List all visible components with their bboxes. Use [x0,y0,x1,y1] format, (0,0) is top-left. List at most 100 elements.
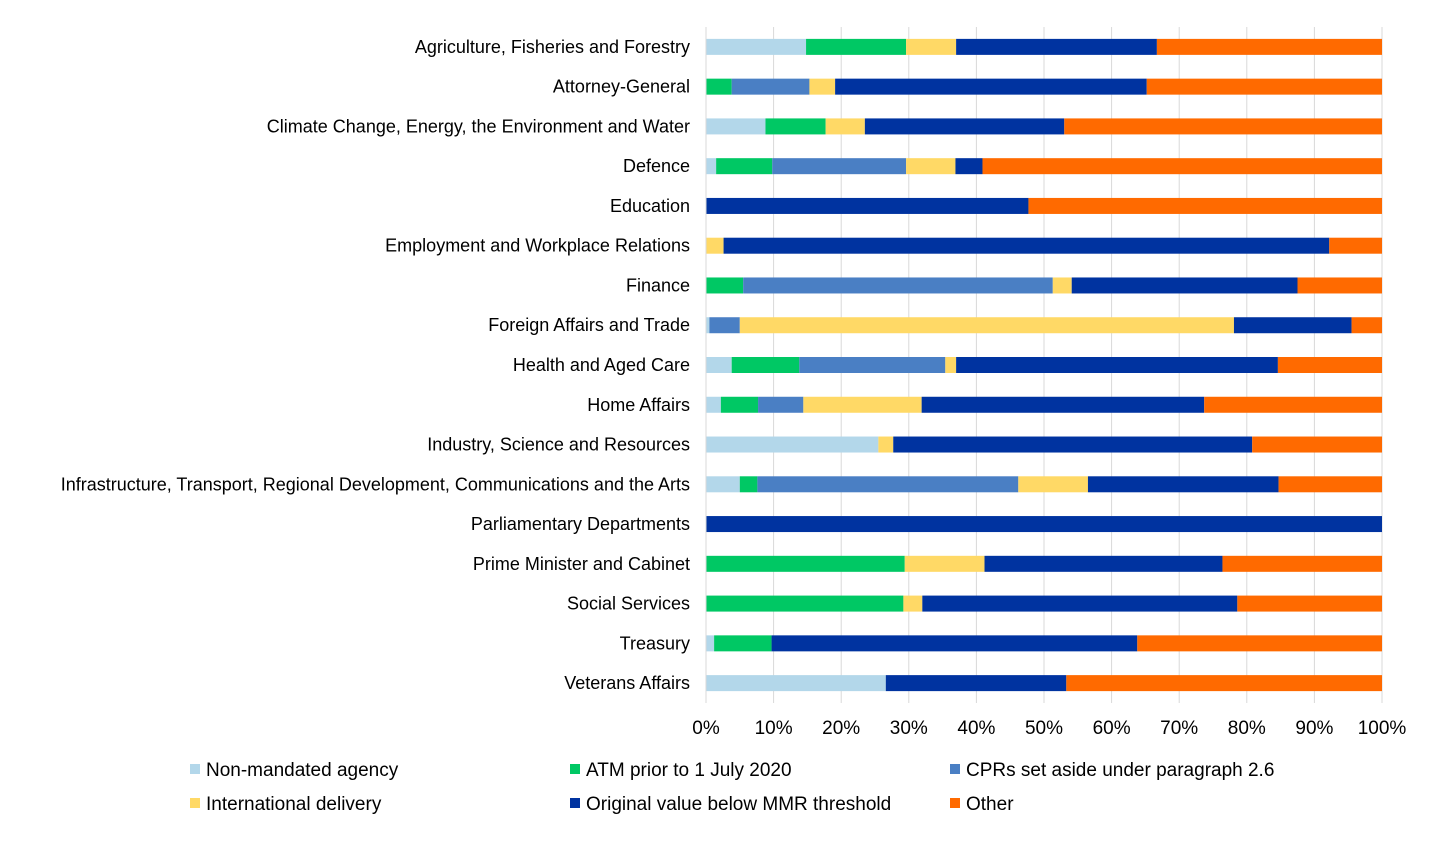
x-tick-label: 30% [890,718,928,739]
bar-segment [799,357,946,373]
category-label: Treasury [620,633,690,653]
bar-segment [1052,277,1072,294]
bar-segment [720,396,759,413]
bar-segment [906,158,956,175]
bar-segment [803,396,922,413]
category-label: Agriculture, Fisheries and Forestry [415,37,690,57]
bar-segment [765,118,826,135]
category-label: Veterans Affairs [564,673,690,693]
bar-segment [731,357,800,373]
category-label: Prime Minister and Cabinet [473,554,690,574]
bar-segment [706,78,732,95]
bar-segment [835,78,1147,95]
bar-segment [903,595,923,612]
bar-segment [809,78,836,95]
x-tick-label: 80% [1228,718,1266,739]
bar-segment [706,38,807,55]
bar-segment [706,237,724,254]
x-tick-label: 60% [1093,718,1131,739]
legend-swatch [950,798,960,808]
bar-segment [706,595,904,612]
legend-swatch [190,764,200,774]
category-label: Education [610,196,690,216]
bar-segment [1064,118,1382,135]
bar-segment [1277,357,1382,373]
legend-label: CPRs set aside under paragraph 2.6 [966,760,1274,781]
bar-segment [706,357,732,373]
x-tick-label: 20% [822,718,860,739]
category-label: Social Services [567,594,690,614]
bar-segment [825,118,865,135]
bar-segment [739,476,758,493]
bar-segment [714,635,772,652]
x-tick-label: 10% [755,718,793,739]
x-tick-label: 100% [1358,718,1407,739]
bar-segment [1066,675,1382,692]
x-tick-label: 40% [957,718,995,739]
category-label: Home Affairs [587,395,690,415]
bar-segment [706,516,1382,533]
bar-segment [878,436,894,453]
legend-swatch [570,764,580,774]
category-labels: Agriculture, Fisheries and Forestry Attor… [61,37,690,693]
legend-swatch [190,798,200,808]
x-tick-label: 70% [1160,718,1198,739]
bar-segment [706,158,717,175]
bar-segment [706,675,886,692]
bar-segment [982,158,1382,175]
category-label: Industry, Science and Resources [427,435,690,455]
bar-segment [1137,635,1382,652]
bar-segment [1233,317,1352,334]
bar-segment [904,555,985,572]
category-label: Foreign Affairs and Trade [488,315,690,335]
x-tick-labels: 0% 10% 20% 30% 40% 50% 60% 70% 80% 90% 100% [692,718,1406,739]
x-tick-label: 90% [1295,718,1333,739]
bar-segment [706,277,744,294]
bar-segment [743,277,1053,294]
bar-segment [1252,436,1382,453]
bar-segment [1351,317,1382,334]
bar-segment [757,476,1019,493]
bar-segment [956,38,1157,55]
bar-segment [706,436,879,453]
legend-label: Original value below MMR threshold [586,794,891,815]
bar-segment [706,635,715,652]
category-label: Attorney-General [553,77,690,97]
bar-segment [1146,78,1382,95]
category-label: Parliamentary Departments [471,514,690,534]
bar-segment [706,555,905,572]
category-label: Infrastructure, Transport, Regional Deve… [61,474,690,494]
x-tick-label: 50% [1025,718,1063,739]
bar-segment [864,118,1065,135]
legend-swatch [950,764,960,774]
bar-segment [956,357,1278,373]
bar-segment [706,317,710,334]
legend: Non-mandated agency ATM prior to 1 July 2… [190,760,1274,815]
legend-label: ATM prior to 1 July 2020 [586,760,792,781]
bar-segment [1018,476,1088,493]
bar-segment [893,436,1253,453]
category-label: Employment and Workplace Relations [385,236,690,256]
bar-segment [921,396,1205,413]
bar-segment [723,237,1330,254]
bar-segment [1297,277,1382,294]
bar-segment [709,317,740,334]
bar-segment [1204,396,1382,413]
bar-segment [706,118,766,135]
category-label: Health and Aged Care [513,355,690,375]
bar-segment [1071,277,1298,294]
legend-label: Non-mandated agency [206,760,399,781]
bar-segment [716,158,773,175]
bar-segment [758,396,804,413]
bar-segment [706,197,1029,214]
bar-segment [806,38,907,55]
bars [706,38,1382,692]
bar-segment [739,317,1234,334]
bar-segment [772,158,907,175]
legend-swatch [570,798,580,808]
category-label: Defence [623,156,690,176]
legend-label: International delivery [206,794,382,815]
bar-segment [906,38,957,55]
category-label: Climate Change, Energy, the Environment … [267,116,690,136]
bar-segment [706,476,740,493]
